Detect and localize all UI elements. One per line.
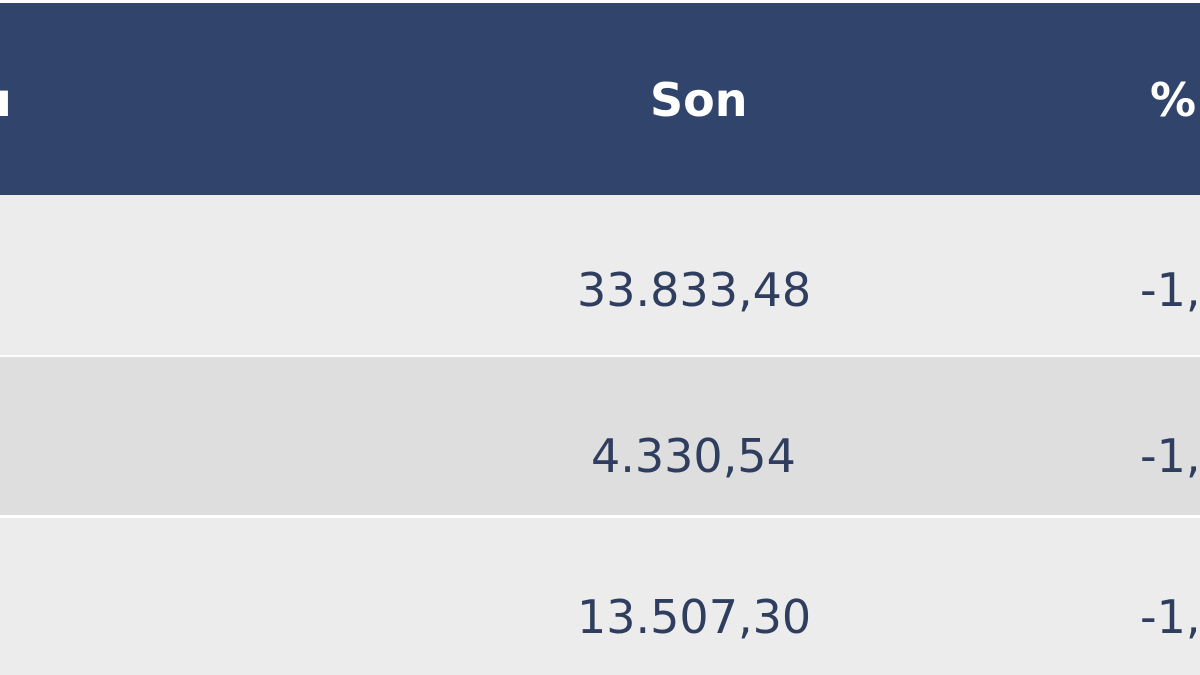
header-cell: ı xyxy=(0,73,12,127)
value-cell: 13.507,30 xyxy=(577,590,812,644)
header-cell: Son xyxy=(650,73,748,127)
value-cell: 4.330,54 xyxy=(591,429,796,483)
header-cell: % xyxy=(1150,73,1197,127)
table-header: ı Son % xyxy=(0,3,1200,195)
value-cell: 33.833,48 xyxy=(577,263,812,317)
table-row: 13.507,30 -1,9 xyxy=(0,518,1200,675)
change-cell: -1,5 xyxy=(1140,429,1200,483)
table-row: 4.330,54 -1,5 xyxy=(0,357,1200,515)
change-cell: -1,2 xyxy=(1140,263,1200,317)
change-cell: -1,9 xyxy=(1140,590,1200,644)
table-row: 33.833,48 -1,2 xyxy=(0,195,1200,355)
